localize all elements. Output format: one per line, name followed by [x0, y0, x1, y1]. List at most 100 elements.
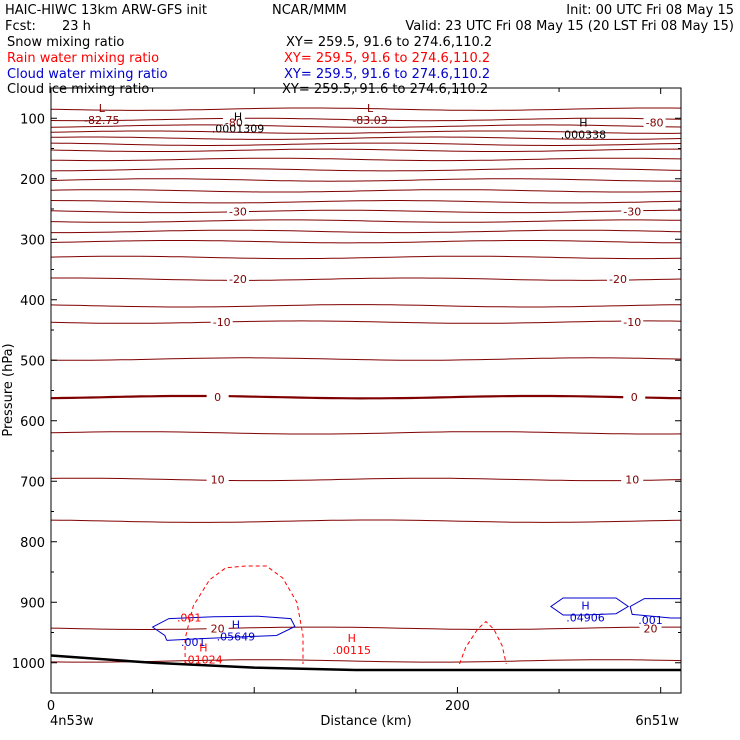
isotherm-label: -20 — [229, 273, 247, 286]
isotherm-line — [50, 304, 682, 308]
x-tick-label: 0 — [47, 699, 55, 714]
isotherm-label-mask — [643, 116, 666, 129]
isotherm-label: 10 — [625, 473, 639, 486]
isotherm-label-mask — [222, 116, 245, 129]
cloud-water-contour — [550, 597, 630, 616]
y-tick-label: 100 — [20, 112, 45, 127]
isotherm-label-mask — [621, 473, 644, 486]
isotherm-line — [50, 189, 682, 193]
isotherm-label: 0 — [631, 391, 638, 404]
isotherm-label-mask — [206, 622, 229, 635]
isotherm-line — [50, 659, 682, 663]
extremum-kind: H — [232, 619, 240, 632]
extremum-kind: H — [348, 632, 356, 645]
isotherm-label-mask — [623, 391, 646, 404]
y-tick-label: 900 — [20, 596, 45, 611]
isotherm-label: -80 — [646, 116, 664, 129]
field-cloud-water-name: Cloud water mixing ratio — [7, 67, 168, 82]
isotherm-label-mask — [226, 205, 249, 218]
extremum-value: .00115 — [333, 644, 372, 657]
isotherm-label-mask — [607, 273, 629, 286]
fcst-label: Fcst: — [5, 19, 36, 34]
extremum-value: .01024 — [184, 654, 223, 667]
field-cloud-ice-name: Cloud ice mixing ratio — [7, 82, 149, 97]
isotherm-label-mask — [639, 622, 662, 635]
contour-value-label: .001 — [181, 636, 206, 649]
x-right-location: 6n51w — [635, 714, 679, 729]
field-cloud-ice-xy: XY= 259.5, 91.6 to 274.6,110.2 — [282, 82, 488, 97]
isotherm-label: 10 — [211, 473, 225, 486]
isotherm-line — [50, 148, 681, 152]
isotherm-label: 20 — [644, 622, 658, 635]
isotherm-line — [50, 519, 682, 523]
init-time: Init: 00 UTC Fri 08 May 15 — [566, 3, 734, 18]
isotherm-line — [50, 320, 682, 324]
y-tick-label: 500 — [20, 354, 45, 369]
y-tick-label: 1000 — [12, 657, 45, 672]
isotherm-line — [50, 136, 682, 140]
isotherm-label: 20 — [211, 622, 225, 635]
isotherm-line — [50, 124, 682, 128]
extremum-kind: H — [581, 599, 589, 612]
extremum-value: -83.03 — [352, 114, 387, 127]
y-axis-label: Pressure (hPa) — [1, 343, 16, 436]
isotherm-label: -10 — [213, 316, 231, 329]
y-tick-label: 400 — [20, 294, 45, 309]
extremum-value: .0001309 — [212, 122, 265, 135]
isotherm-line — [50, 130, 682, 134]
isotherm-label-mask — [210, 316, 233, 329]
cloud-water-contour — [151, 615, 296, 641]
extremum-value: .04906 — [566, 611, 605, 624]
terrain-profile — [50, 654, 681, 672]
field-snow-name: Snow mixing ratio — [7, 35, 124, 50]
cloud-water-contour — [629, 598, 681, 619]
model-title: HAIC-HIWC 13km ARW-GFS init — [5, 3, 207, 18]
isotherm-line — [50, 117, 682, 122]
x-axis-label: Distance (km) — [320, 714, 411, 729]
extremum-value: .000338 — [561, 129, 607, 142]
extremum-kind: L — [99, 102, 106, 115]
isotherm-label-mask — [226, 273, 249, 286]
isotherm-line — [50, 200, 682, 204]
isotherm-line — [50, 357, 682, 361]
rain-contour — [184, 565, 304, 664]
temperature-contours — [50, 107, 682, 663]
field-snow-xy: XY= 259.5, 91.6 to 274.6,110.2 — [286, 35, 492, 50]
isotherm-label: -80 — [225, 116, 243, 129]
field-rain-name: Rain water mixing ratio — [7, 51, 159, 66]
isotherm-line — [51, 229, 682, 234]
field-cloud-water-xy: XY= 259.5, 91.6 to 274.6,110.2 — [284, 67, 490, 82]
extremum-kind: L — [367, 102, 374, 115]
isotherm-label-mask — [206, 391, 229, 404]
isotherm-line — [50, 626, 681, 631]
extremum-value: .05649 — [217, 631, 256, 644]
isotherm-line — [50, 219, 682, 223]
isotherm-label-mask — [206, 473, 229, 486]
isotherm-line — [50, 209, 682, 214]
x-tick-label: 200 — [445, 699, 470, 714]
isotherm-label: -20 — [609, 273, 627, 286]
extremum-kind: H — [579, 117, 587, 130]
isotherm-line — [50, 157, 682, 162]
field-rain-xy: XY= 259.5, 91.6 to 274.6,110.2 — [284, 51, 490, 66]
isotherm-line — [50, 255, 682, 260]
isotherm-line — [50, 240, 681, 244]
isotherm-label: -30 — [623, 205, 641, 218]
isotherm-line — [50, 394, 682, 400]
y-tick-label: 600 — [20, 415, 45, 430]
contour-value-label: .001 — [177, 611, 202, 624]
fcst-value: 23 h — [62, 19, 91, 34]
cloud-water-contours — [151, 597, 681, 641]
isotherm-line — [50, 431, 682, 435]
extremum-value: -82.75 — [84, 114, 119, 127]
y-tick-label: 800 — [20, 536, 45, 551]
rain-contours — [184, 565, 507, 665]
rain-contour — [459, 620, 507, 665]
isotherm-label-mask — [621, 316, 644, 329]
y-tick-label: 300 — [20, 233, 45, 248]
extremum-kind: H — [234, 110, 242, 123]
valid-time: Valid: 23 UTC Fri 08 May 15 (20 LST Fri … — [405, 19, 734, 34]
isotherm-line — [50, 107, 682, 111]
